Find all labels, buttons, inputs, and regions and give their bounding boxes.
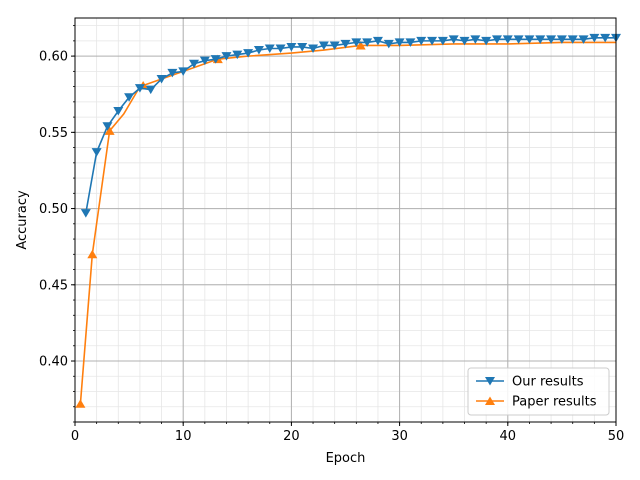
x-tick-label: 50 bbox=[608, 429, 625, 444]
data-point bbox=[535, 35, 546, 44]
data-point bbox=[329, 41, 340, 50]
x-tick-label: 30 bbox=[391, 429, 408, 444]
data-point bbox=[502, 35, 513, 44]
legend-label: Paper results bbox=[512, 395, 597, 410]
series-our-results bbox=[80, 33, 621, 218]
data-point bbox=[91, 148, 102, 157]
data-point bbox=[567, 35, 578, 44]
data-point bbox=[189, 59, 200, 69]
data-point bbox=[578, 35, 589, 44]
data-point bbox=[264, 44, 275, 53]
data-point bbox=[221, 52, 232, 61]
data-point bbox=[513, 35, 524, 44]
plot-frame bbox=[74, 17, 617, 423]
data-point bbox=[405, 38, 416, 47]
data-point bbox=[75, 399, 86, 408]
data-point bbox=[524, 35, 535, 44]
data-point bbox=[134, 84, 145, 93]
data-point bbox=[589, 33, 600, 43]
data-point bbox=[104, 126, 115, 135]
legend-label: Our results bbox=[512, 375, 584, 390]
data-point bbox=[416, 36, 427, 46]
legend-marker bbox=[485, 396, 495, 405]
data-point bbox=[556, 35, 567, 44]
data-point bbox=[275, 44, 286, 53]
data-point bbox=[491, 35, 502, 44]
data-point bbox=[394, 38, 405, 47]
x-tick-label: 40 bbox=[500, 429, 517, 444]
y-tick-label: 0.60 bbox=[39, 50, 68, 65]
data-point bbox=[80, 209, 91, 218]
data-point bbox=[102, 122, 113, 131]
data-point bbox=[297, 42, 308, 52]
data-point bbox=[286, 42, 297, 52]
data-point bbox=[178, 67, 189, 76]
data-point bbox=[340, 39, 351, 49]
legend: Our results Paper results bbox=[467, 367, 610, 416]
data-point bbox=[113, 106, 124, 116]
data-point bbox=[481, 36, 492, 46]
data-point bbox=[253, 46, 264, 55]
data-point bbox=[167, 68, 178, 78]
legend-box bbox=[467, 367, 610, 416]
data-point bbox=[546, 35, 557, 44]
y-tick-label: 0.50 bbox=[39, 202, 68, 217]
y-tick-label: 0.45 bbox=[39, 278, 68, 293]
data-point bbox=[210, 55, 221, 64]
x-tick-label: 20 bbox=[283, 429, 300, 444]
data-point bbox=[232, 50, 243, 60]
y-axis-title: Accuracy bbox=[15, 190, 30, 250]
legend-marker bbox=[485, 377, 495, 386]
data-point bbox=[362, 38, 373, 47]
x-tick-label: 0 bbox=[71, 429, 79, 444]
data-point bbox=[318, 41, 329, 50]
data-point bbox=[145, 85, 156, 95]
data-point bbox=[87, 249, 98, 259]
data-point bbox=[448, 35, 459, 44]
data-point bbox=[243, 49, 254, 58]
y-tick-label: 0.40 bbox=[39, 355, 68, 370]
ticks-layer: 0 10 20 30 40 50 0.40 0.45 0.50 0.55 0.60 bbox=[39, 25, 625, 444]
data-point bbox=[156, 74, 167, 84]
data-point bbox=[355, 40, 366, 50]
data-point bbox=[372, 36, 383, 46]
data-point bbox=[600, 33, 611, 43]
data-point bbox=[308, 44, 319, 53]
data-point bbox=[199, 56, 210, 66]
data-point bbox=[427, 36, 438, 46]
data-point bbox=[351, 38, 362, 47]
data-point bbox=[124, 93, 135, 102]
y-tick-label: 0.55 bbox=[39, 126, 68, 141]
x-axis-title: Epoch bbox=[326, 451, 366, 466]
series-layer bbox=[75, 33, 621, 408]
x-tick-label: 10 bbox=[175, 429, 192, 444]
data-point bbox=[383, 39, 394, 49]
data-point bbox=[470, 35, 481, 44]
data-point bbox=[459, 36, 470, 46]
data-point bbox=[437, 36, 448, 46]
